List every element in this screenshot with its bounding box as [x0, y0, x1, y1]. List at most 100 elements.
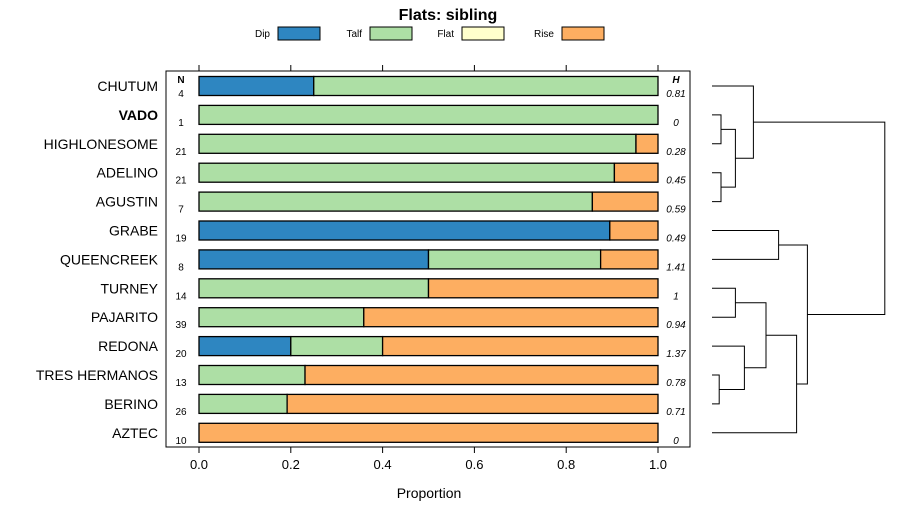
legend-swatch-flat [461, 26, 505, 41]
bar-pajarito-talf [198, 307, 365, 328]
x-tick-label-1: 0.2 [282, 457, 300, 472]
category-label-adelino: ADELINO [97, 165, 159, 181]
h-value-grabe: 0.49 [666, 234, 686, 245]
h-value-highlonesome: 0.28 [666, 147, 686, 158]
bar-adelino-talf [198, 162, 616, 183]
n-value-berino: 26 [175, 407, 187, 418]
legend-label-rise: Rise [534, 29, 554, 40]
h-values: 0.81 0 0.28 0.45 0.59 0.49 1.41 1 0.94 1.37 0.78 0.… [666, 89, 686, 447]
dendrogram-link-11 [753, 121, 886, 315]
n-value-adelino: 21 [175, 176, 187, 187]
n-value-aztec: 10 [175, 436, 187, 447]
category-label-queencreek: QUEENCREEK [60, 251, 159, 267]
h-value-redona: 1.37 [666, 349, 686, 360]
bar-redona-rise [381, 335, 659, 357]
category-label-chutum: CHUTUM [97, 78, 158, 94]
category-label-tres-hermanos: TRES HERMANOS [36, 367, 158, 383]
bar-tres-hermanos-rise [304, 364, 659, 386]
n-value-highlonesome: 21 [175, 147, 187, 158]
h-value-adelino: 0.45 [666, 176, 686, 187]
x-tick-label-4: 0.8 [557, 457, 575, 472]
h-value-berino: 0.71 [666, 407, 685, 418]
bar-chutum-dip [198, 75, 315, 97]
bar-highlonesome-talf [198, 133, 637, 154]
chart-title: Flats: sibling [399, 7, 498, 24]
h-value-aztec: 0 [673, 436, 679, 447]
bar-chutum-talf [313, 75, 659, 97]
n-value-chutum: 4 [178, 89, 184, 100]
x-axis-ticks: 0.0 0.2 0.4 0.6 0.8 1.0 [190, 65, 667, 472]
h-value-tres-hermanos: 0.78 [666, 378, 686, 389]
legend-label-flat: Flat [437, 29, 454, 40]
n-value-agustin: 7 [178, 205, 184, 216]
n-value-vado: 1 [178, 118, 184, 129]
category-labels: CHUTUM VADO HIGHLONESOME ADELINO AGUSTIN GRAB… [36, 78, 159, 441]
bars [198, 75, 659, 443]
dendrogram-link-1 [712, 172, 722, 203]
dendrogram-link-3 [712, 85, 754, 159]
n-value-redona: 20 [175, 349, 187, 360]
x-tick-label-5: 1.0 [649, 457, 667, 472]
h-value-vado: 0 [673, 118, 679, 129]
bar-adelino-rise [613, 162, 659, 183]
n-value-turney: 14 [175, 291, 187, 302]
x-tick-label-2: 0.4 [374, 457, 392, 472]
bar-redona-dip [198, 335, 292, 357]
dendrogram-link-2 [721, 128, 736, 188]
legend-label-dip: Dip [255, 29, 270, 40]
h-column-header: H [672, 75, 680, 86]
bar-agustin-rise [591, 191, 659, 212]
category-label-grabe: GRABE [109, 223, 158, 239]
bar-highlonesome-rise [635, 133, 659, 154]
bar-berino-talf [198, 393, 288, 415]
h-value-turney: 1 [673, 291, 679, 302]
x-tick-label-0: 0.0 [190, 457, 208, 472]
h-value-pajarito: 0.94 [666, 320, 686, 331]
bar-queencreek-rise [599, 249, 659, 270]
h-value-agustin: 0.59 [666, 205, 686, 216]
bar-grabe-dip [198, 220, 611, 241]
plot-frame [165, 70, 691, 448]
bar-tres-hermanos-talf [198, 364, 306, 386]
bar-turney-talf [198, 278, 430, 299]
bar-redona-talf [290, 335, 384, 357]
category-label-vado: VADO [119, 107, 159, 123]
bar-grabe-rise [609, 220, 659, 241]
legend-label-talf: Talf [346, 29, 362, 40]
category-label-turney: TURNEY [100, 280, 158, 296]
bar-queencreek-talf [427, 249, 602, 270]
category-label-aztec: AZTEC [112, 425, 158, 441]
n-value-queencreek: 8 [178, 262, 184, 273]
x-axis-label: Proportion [397, 485, 462, 501]
dendrogram [712, 85, 886, 434]
legend-swatch-dip [277, 26, 321, 41]
n-value-grabe: 19 [175, 234, 187, 245]
dendrogram-link-6 [712, 374, 720, 405]
dendrogram-link-5 [712, 287, 736, 318]
dendrogram-link-0 [712, 114, 722, 145]
legend: Dip Talf Flat Rise [255, 26, 605, 41]
legend-swatch-talf [369, 26, 413, 41]
bar-queencreek-dip [198, 249, 430, 270]
n-value-tres-hermanos: 13 [175, 378, 187, 389]
category-label-agustin: AGUSTIN [96, 194, 158, 210]
n-values: 4 1 21 21 7 19 8 14 39 20 13 26 10 [175, 89, 187, 447]
bar-vado-talf [198, 104, 659, 126]
x-tick-label-3: 0.6 [465, 457, 483, 472]
bar-pajarito-rise [363, 307, 659, 328]
legend-swatch-rise [561, 26, 605, 41]
category-label-berino: BERINO [104, 396, 158, 412]
dendrogram-link-4 [712, 230, 780, 260]
h-value-chutum: 0.81 [666, 89, 685, 100]
bar-berino-rise [286, 393, 659, 415]
category-label-highlonesome: HIGHLONESOME [44, 136, 158, 152]
category-label-redona: REDONA [98, 338, 159, 354]
bar-aztec-rise [198, 422, 659, 443]
dendrogram-link-10 [778, 244, 808, 385]
category-label-pajarito: PAJARITO [91, 309, 158, 325]
dendrogram-link-9 [712, 334, 798, 434]
bar-turney-rise [427, 278, 659, 299]
dendrogram-link-8 [735, 302, 767, 369]
bar-agustin-talf [198, 191, 594, 212]
